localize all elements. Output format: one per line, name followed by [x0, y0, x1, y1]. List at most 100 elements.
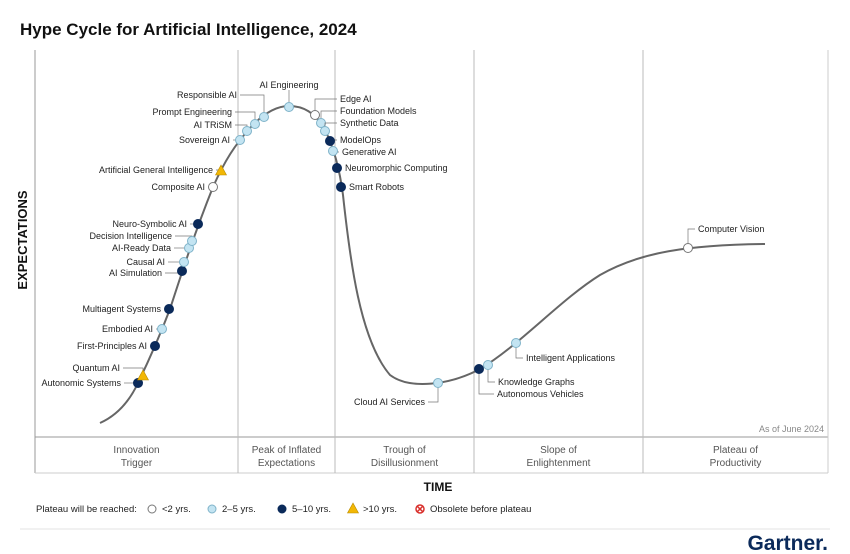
technology-foundation-models: Foundation Models: [316, 106, 417, 128]
technology-label: Responsible AI: [177, 90, 237, 100]
technology-label: Artificial General Intelligence: [99, 165, 213, 175]
circle-marker-icon: [235, 135, 245, 145]
circle-marker-icon: [179, 257, 189, 267]
technology-label: Neuro-Symbolic AI: [112, 219, 187, 229]
technology-label: Computer Vision: [698, 224, 764, 234]
technology-label: Embodied AI: [102, 324, 153, 334]
technology-label: Synthetic Data: [340, 118, 399, 128]
technology-ai-ready-data: AI-Ready Data: [112, 243, 194, 253]
leader-line: [428, 383, 439, 403]
technology-ai-simulation: AI Simulation: [109, 266, 187, 278]
phase-label: Slope of: [540, 445, 577, 456]
legend-label: Obsolete before plateau: [430, 504, 531, 515]
technology-label: Sovereign AI: [179, 135, 230, 145]
technology-label: AI Engineering: [259, 80, 318, 90]
circle-marker-icon: [433, 378, 443, 388]
technology-label: Foundation Models: [340, 106, 417, 116]
circle-marker-icon: [177, 266, 187, 276]
phase-label: Trigger: [121, 458, 153, 469]
technology-neuromorphic-computing: Neuromorphic Computing: [332, 163, 448, 173]
technology-label: Autonomous Vehicles: [497, 389, 584, 399]
hype-curve: [99, 104, 766, 424]
technology-label: Intelligent Applications: [526, 353, 616, 363]
technology-cloud-ai-services: Cloud AI Services: [354, 378, 443, 407]
technology-multiagent-systems: Multiagent Systems: [82, 304, 174, 314]
circle-marker-icon: [325, 136, 335, 146]
technology-label: ModelOps: [340, 135, 382, 145]
gartner-logo: Gartner.: [747, 532, 828, 554]
circle-marker-icon: [208, 182, 218, 192]
technology-knowledge-graphs: Knowledge Graphs: [483, 360, 575, 387]
leader-line: [240, 94, 265, 117]
technology-label: Smart Robots: [349, 182, 405, 192]
legend-item-5to10: 5–10 yrs.: [277, 504, 331, 515]
technology-label: Quantum AI: [72, 363, 120, 373]
circle-marker-icon: [250, 119, 260, 129]
circle-marker-icon: [328, 146, 338, 156]
technology-ai-trism: AI TRiSM: [194, 120, 252, 136]
circle-marker-icon: [150, 341, 160, 351]
technology-first-principles-ai: First-Principles AI: [77, 341, 160, 351]
technology-label: Prompt Engineering: [152, 107, 232, 117]
technology-label: Cloud AI Services: [354, 397, 426, 407]
legend-item-2to5: 2–5 yrs.: [207, 504, 256, 515]
technology-label: Autonomic Systems: [41, 378, 121, 388]
technology-label: AI-Ready Data: [112, 243, 171, 253]
circle-marker-icon: [164, 304, 174, 314]
technology-smart-robots: Smart Robots: [336, 182, 405, 192]
phase-label: Trough of: [383, 445, 426, 456]
x-axis-label: TIME: [424, 480, 453, 494]
leader-line: [478, 369, 494, 395]
legend-item-lt2: <2 yrs.: [147, 504, 191, 515]
circle-marker-icon: [242, 126, 252, 136]
legend-label: 2–5 yrs.: [222, 504, 256, 515]
technology-label: First-Principles AI: [77, 341, 147, 351]
technology-artificial-general-intelligence: Artificial General Intelligence: [99, 164, 228, 176]
technology-label: Generative AI: [342, 147, 397, 157]
technology-modelops: ModelOps: [325, 135, 382, 146]
circle-marker-icon: [511, 338, 521, 348]
technology-embodied-ai: Embodied AI: [102, 324, 167, 334]
circle-marker-icon: [683, 243, 693, 253]
technology-label: Neuromorphic Computing: [345, 163, 448, 173]
technology-composite-ai: Composite AI: [151, 182, 218, 192]
legend-title: Plateau will be reached:: [36, 504, 137, 515]
circle-marker-icon: [147, 504, 157, 514]
circle-marker-icon: [187, 236, 197, 246]
y-axis-label: EXPECTATIONS: [15, 190, 30, 290]
technology-label: Decision Intelligence: [89, 231, 172, 241]
triangle-marker-icon: [214, 164, 228, 176]
technology-intelligent-applications: Intelligent Applications: [511, 338, 616, 363]
phase-label: Expectations: [258, 458, 315, 469]
technology-synthetic-data: Synthetic Data: [320, 118, 399, 136]
circle-marker-icon: [207, 504, 217, 514]
triangle-marker-icon: [136, 369, 150, 381]
technology-autonomic-systems: Autonomic Systems: [41, 378, 143, 388]
technology-ai-engineering: AI Engineering: [259, 80, 319, 112]
technology-quantum-ai: Quantum AI: [72, 363, 150, 381]
page-title: Hype Cycle for Artificial Intelligence, …: [20, 20, 357, 39]
phase-label: Innovation: [113, 445, 159, 456]
legend-item-obsolete: Obsolete before plateau: [415, 504, 531, 515]
technology-autonomous-vehicles: Autonomous Vehicles: [474, 364, 584, 399]
as-of-date: As of June 2024: [759, 424, 824, 434]
legend-label: >10 yrs.: [363, 504, 397, 515]
phase-label: Disillusionment: [371, 458, 438, 469]
technology-computer-vision: Computer Vision: [683, 224, 764, 253]
technology-label: AI TRiSM: [194, 120, 232, 130]
legend-label: 5–10 yrs.: [292, 504, 331, 515]
leader-line: [487, 365, 495, 383]
phase-label: Enlightenment: [527, 458, 591, 469]
technology-decision-intelligence: Decision Intelligence: [89, 231, 197, 246]
technology-label: Edge AI: [340, 94, 372, 104]
leader-line: [687, 228, 695, 248]
technology-edge-ai: Edge AI: [310, 94, 372, 120]
circle-marker-icon: [193, 219, 203, 229]
phase-label: Plateau of: [713, 445, 758, 456]
leader-line: [314, 98, 337, 115]
technology-label: Composite AI: [151, 182, 205, 192]
circle-marker-icon: [310, 110, 320, 120]
circle-marker-icon: [277, 504, 287, 514]
technology-label: Causal AI: [126, 257, 165, 267]
